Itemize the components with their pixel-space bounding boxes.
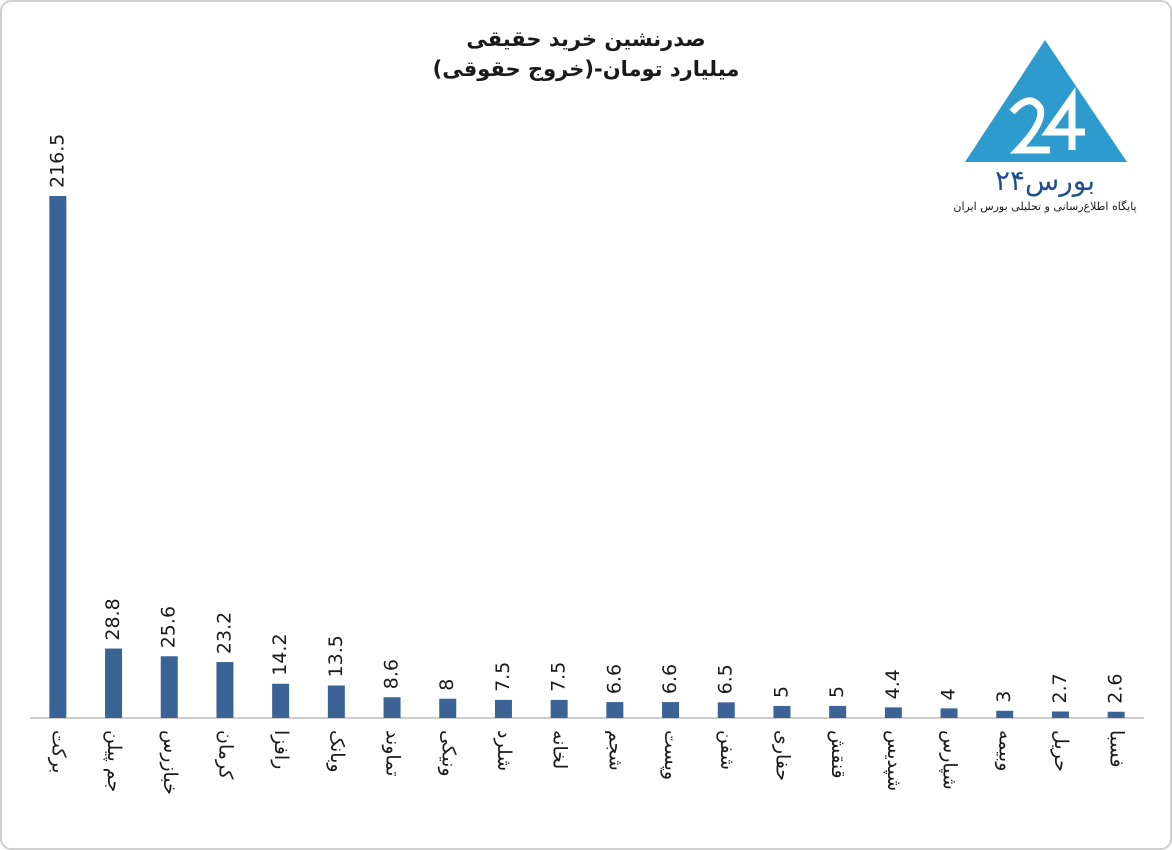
chart-title: صدرنشین خرید حقیقی — [466, 27, 705, 51]
logo-subtitle: پایگاه اطلاع‌رسانی و تحلیلی بورس ایران — [953, 200, 1136, 213]
x-tick-label: ونیکی — [437, 730, 459, 777]
bar — [1107, 711, 1125, 718]
value-label: 5 — [826, 686, 848, 698]
x-tick-label: حریل — [1050, 730, 1072, 772]
x-tick-label: کرمان — [214, 730, 236, 780]
x-tick-label: رافزا — [270, 730, 292, 769]
x-tick-label: وبانک — [326, 730, 348, 773]
bar — [884, 707, 902, 718]
logo-four — [1041, 86, 1085, 150]
x-tick-label: برکت — [47, 730, 69, 773]
x-tick-label: شجم — [604, 730, 626, 771]
bar — [105, 648, 123, 718]
logo: بورس۲۴ پایگاه اطلاع‌رسانی و تحلیلی بورس … — [953, 40, 1137, 213]
value-label: 6.6 — [603, 664, 625, 694]
bar — [272, 683, 290, 718]
value-label: 6.6 — [659, 664, 681, 694]
logo-title: بورس۲۴ — [995, 164, 1095, 197]
bar — [49, 196, 67, 718]
x-tick-label: وپست — [660, 730, 682, 780]
bar — [327, 685, 345, 718]
bar — [996, 710, 1014, 718]
bar — [383, 697, 401, 718]
logo-triangle — [965, 40, 1127, 162]
x-tick-label: شفن — [716, 730, 738, 770]
value-label: 14.2 — [269, 633, 291, 675]
bar — [940, 708, 958, 718]
bar — [717, 702, 735, 718]
bar — [160, 656, 178, 718]
x-tick-label: تماوند — [382, 730, 404, 777]
x-tick-label: فسبا — [1106, 730, 1128, 768]
value-label: 3 — [993, 691, 1015, 703]
x-tick-label: جم پیلن — [103, 730, 125, 792]
value-label: 8.6 — [381, 659, 403, 689]
x-tick-label: شپدیس — [883, 730, 905, 791]
x-tick-label: حفاری — [771, 730, 793, 781]
bar — [1051, 711, 1069, 718]
value-label: 2.6 — [1105, 674, 1127, 704]
value-label: 25.6 — [158, 606, 180, 648]
x-tick-label: شپارس — [939, 730, 961, 790]
bar — [662, 702, 680, 718]
chart-subtitle: (خروج حقوقی)-میلیارد تومان — [433, 57, 740, 82]
value-label: 216.5 — [46, 134, 68, 188]
value-label: 23.2 — [213, 612, 235, 654]
x-tick-label: شلرد — [493, 730, 515, 771]
value-label: 5 — [770, 686, 792, 698]
value-label: 28.8 — [102, 598, 124, 640]
x-tick-label: خبازرس — [159, 730, 181, 795]
bar — [439, 698, 457, 718]
x-tick-label: وبیمه — [994, 730, 1016, 771]
bar — [606, 702, 624, 718]
logo-two — [1009, 97, 1050, 154]
value-label: 7.5 — [548, 662, 570, 692]
value-label: 4 — [938, 688, 960, 700]
x-tick-label: لخانه — [549, 730, 571, 769]
bar — [494, 699, 512, 718]
bar — [773, 705, 791, 718]
value-label: 6.5 — [715, 664, 737, 694]
bar — [829, 705, 847, 718]
value-label: 4.4 — [882, 669, 904, 699]
bar — [550, 699, 568, 718]
value-label: 8 — [436, 679, 458, 691]
x-tick-label: قنقش — [827, 730, 849, 779]
value-label: 13.5 — [325, 635, 347, 677]
value-label: 7.5 — [492, 662, 514, 692]
value-label: 2.7 — [1049, 673, 1071, 703]
bar — [216, 662, 234, 718]
